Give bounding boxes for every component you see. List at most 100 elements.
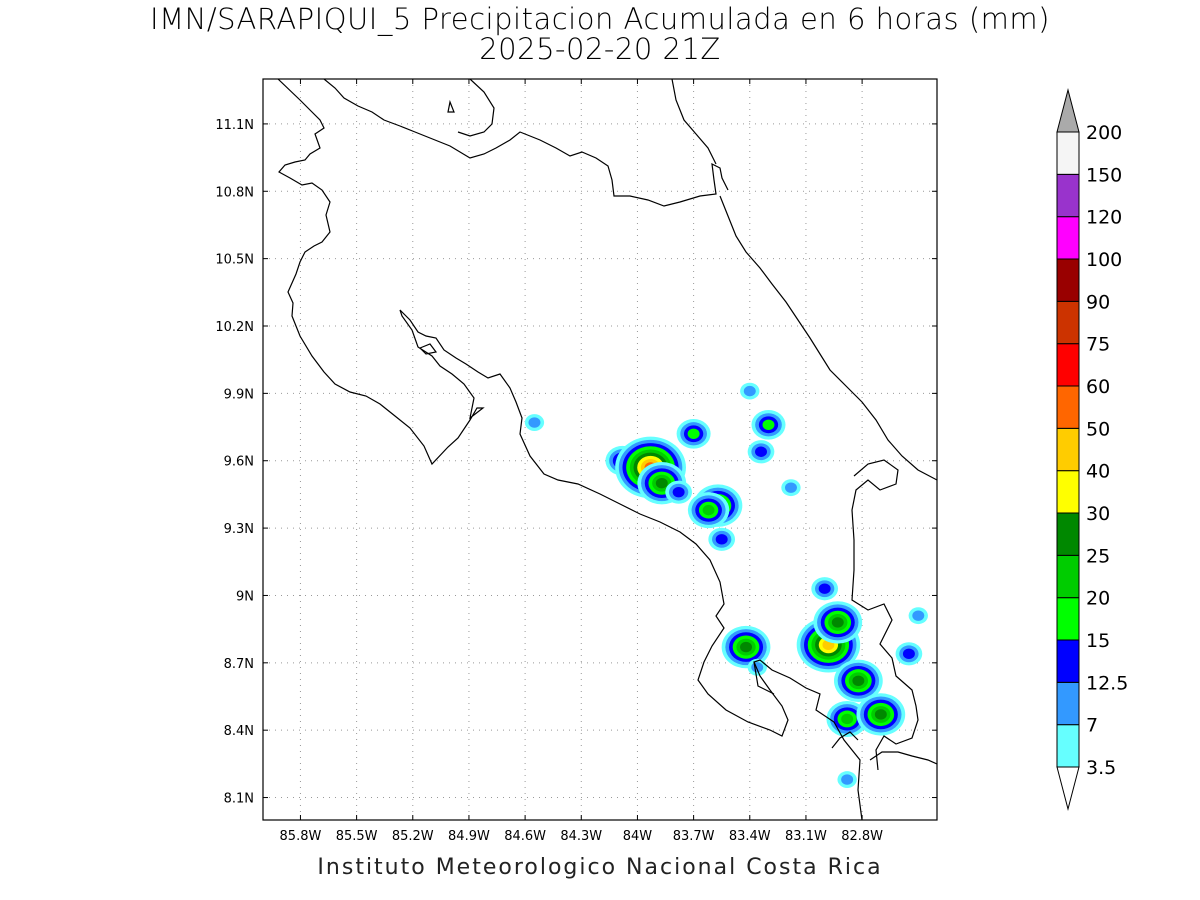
colorbar-label: 25 [1086,545,1110,567]
colorbar-segment [1056,131,1080,175]
precipitation-layer [524,382,928,788]
precip-cell [837,771,857,788]
precip-contour [743,385,756,397]
colorbar-segment [1056,724,1080,768]
colorbar-label: 50 [1086,418,1110,440]
precip-cell [687,492,730,529]
lon-tick-label: 83.1W [785,829,827,844]
precip-contour [841,713,854,725]
colorbar-over-triangle [1056,88,1080,133]
precip-cell [781,479,801,497]
lon-tick-label: 85.5W [336,829,378,844]
lat-tick-label: 10.5N [215,253,254,268]
colorbar-segment [1056,385,1080,429]
coastline-layer [277,79,937,820]
colorbar-label: 75 [1086,334,1110,356]
colorbar-label: 40 [1086,461,1110,483]
precip-contour [702,504,715,516]
lat-tick-label: 10.2N [215,320,254,335]
lon-tick-label: 85.8W [280,829,322,844]
lat-tick-label: 8.1N [224,792,254,807]
precip-cell [895,642,923,666]
lon-tick-label: 83.4W [729,829,771,844]
colorbar-label: 12.5 [1086,672,1128,694]
institution-credit: Instituto Meteorologico Nacional Costa R… [317,855,883,880]
precip-cell [908,607,928,625]
precip-cell [747,440,775,464]
precip-contour [755,446,767,457]
lon-tick-label: 82.8W [841,829,883,844]
colorbar-segment [1056,597,1080,641]
colorbar-segment [1056,427,1080,472]
colorbar-segment [1056,300,1080,345]
lon-tick-label: 85.2W [392,829,434,844]
precip-contour [528,417,541,428]
axis-ticks [263,79,937,820]
colorbar-label: 30 [1086,503,1110,525]
precip-cell [721,625,771,669]
colorbar-segment [1056,512,1080,556]
caribbean-coast [671,79,937,481]
precip-contour [902,648,915,660]
lon-tick-label: 84.9W [448,829,490,844]
lat-tick-label: 9N [236,589,254,604]
colorbar-label: 3.5 [1086,757,1116,779]
lat-tick-label: 9.6N [224,455,254,470]
peninsula-osa-inner [753,661,775,695]
precip-contour [687,428,700,439]
lat-tick-label: 8.7N [224,657,254,672]
lat-tick-label: 10.8N [215,185,254,200]
longitude-tick-labels: 85.8W 85.5W 85.2W 84.9W 84.6W 84.3W 84W 83.7W 83… [280,829,884,844]
precip-cell [811,577,839,601]
precip-contour [874,709,887,720]
lake-northeast-shore [457,79,495,137]
precip-cell [665,480,692,504]
precip-cell [708,527,736,551]
colorbar-segment [1056,470,1080,514]
colorbar-label: 200 [1086,122,1122,144]
precip-cell [856,693,906,736]
latitude-tick-labels: 8.1N 8.4N 8.7N 9N 9.3N 9.6N 9.9N 10.2N 10.5N 10.8… [215,118,254,807]
colorbar-segment [1056,343,1080,387]
colorbar-label: 15 [1086,630,1110,652]
precip-cell [524,414,545,431]
colorbar-legend: 3.5 7 12.5 15 20 25 30 40 50 60 75 90 100 120 150 200 [1056,88,1128,811]
precip-cell [740,382,760,400]
precip-contour [715,534,728,545]
precip-contour [818,583,831,594]
map-gridlines [263,79,937,820]
colorbar-segment [1056,258,1080,302]
map-title: IMN/SARAPIQUI_5 Precipitacion Acumulada … [150,2,1050,36]
panama-border [851,459,937,771]
colorbar-segment [1056,554,1080,599]
colorbar-label: 90 [1086,291,1110,313]
precip-contour [740,641,753,653]
precip-cell [751,410,786,440]
precip-contour [762,419,775,430]
precip-contour [672,486,685,498]
lon-tick-label: 84W [623,829,653,844]
coastline-north [277,79,863,820]
precip-cell [676,418,711,449]
colorbar-segment [1056,681,1080,726]
precip-contour [784,482,797,493]
lat-tick-label: 9.3N [224,522,254,537]
colorbar-label: 7 [1086,715,1098,737]
precip-contour [912,610,925,621]
colorbar-label: 150 [1086,164,1122,186]
lon-tick-label: 83.7W [673,829,715,844]
lat-tick-label: 8.4N [224,724,254,739]
gulf-dulce [831,731,859,749]
lat-tick-label: 9.9N [224,387,254,402]
colorbar-segment [1056,173,1080,218]
colorbar-segment [1056,216,1080,260]
map-subtitle-date: 2025-02-20 21Z [479,32,721,66]
colorbar-under-triangle [1056,766,1080,811]
precip-cell [833,659,883,702]
map-frame [262,78,938,821]
colorbar-label: 20 [1086,588,1110,610]
island-lake [447,99,455,113]
colorbar-segment [1056,639,1080,683]
lon-tick-label: 84.3W [560,829,602,844]
